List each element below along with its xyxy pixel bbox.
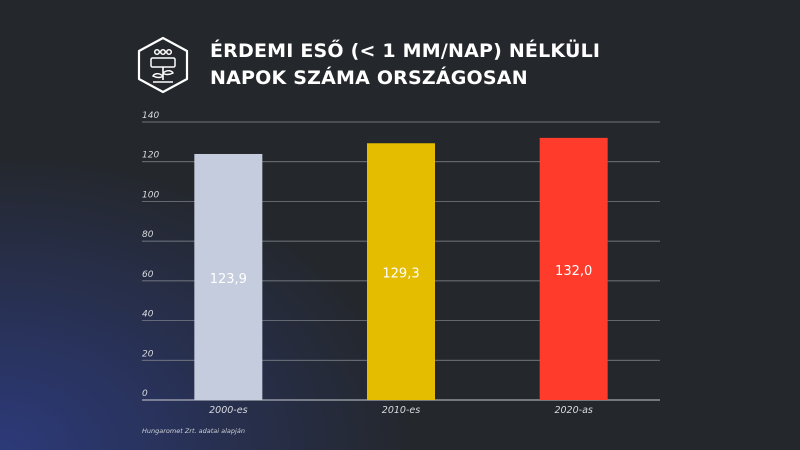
y-tick-label: 20 [142,349,154,359]
bar-value-label: 132,0 [555,264,592,279]
y-tick-label: 100 [142,190,159,200]
y-tick-label: 0 [142,389,148,399]
chart-title-line-2: NAPOK SZÁMA ORSZÁGOSAN [210,67,528,89]
bar-value-label: 129,3 [382,267,419,282]
bar [194,153,263,400]
y-tick-label: 120 [142,151,159,161]
x-tick-label: 2010-es [382,405,420,416]
y-tick-label: 140 [142,111,159,121]
bar-value-label: 123,9 [210,272,247,287]
y-tick-label: 40 [142,310,154,320]
source-note: Hungaromet Zrt. adatai alapján [142,427,245,435]
y-tick-label: 80 [142,230,154,240]
plant-drought-hexagon-icon [137,36,189,94]
bar [539,137,608,400]
x-tick-label: 2020-as [554,405,592,416]
chart-title-line-1: ÉRDEMI ESŐ (< 1 MM/NAP) NÉLKÜLI [210,40,601,62]
chart-title: ÉRDEMI ESŐ (< 1 MM/NAP) NÉLKÜLI NAPOK SZ… [210,38,600,92]
y-tick-label: 60 [142,270,154,280]
x-tick-label: 2000-es [209,405,247,416]
bar [367,143,435,401]
